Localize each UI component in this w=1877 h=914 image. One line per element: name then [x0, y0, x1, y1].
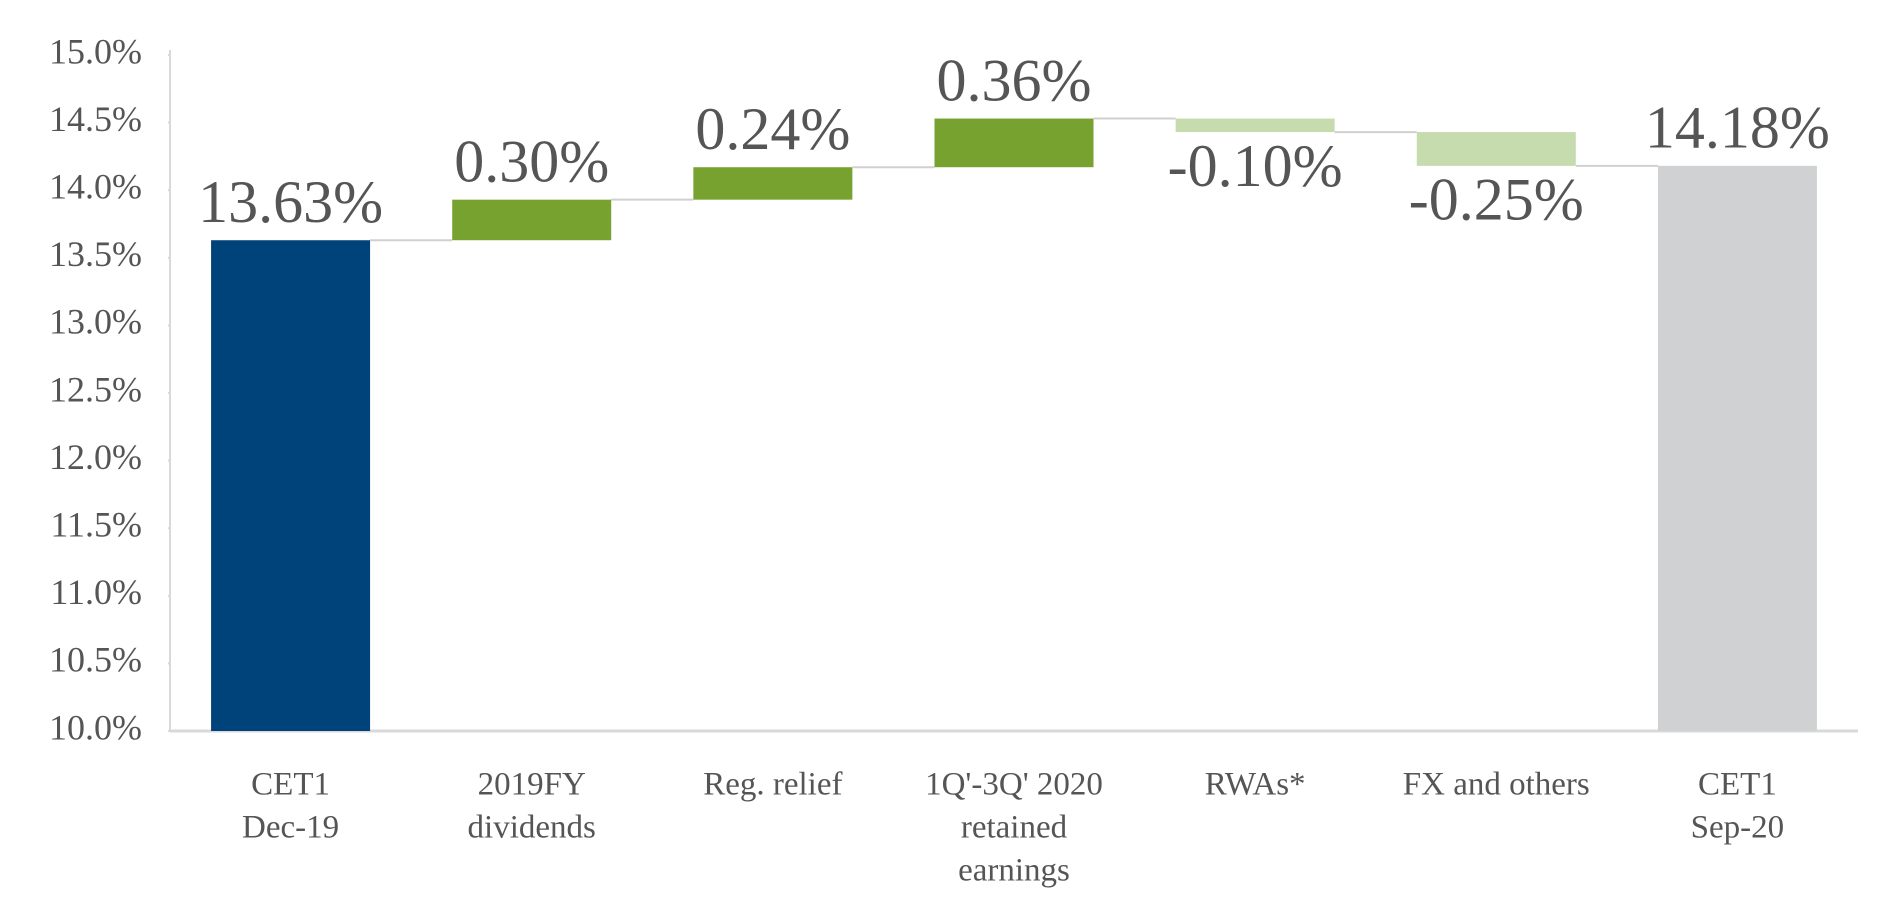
- y-tick-label: 13.5%: [49, 234, 142, 274]
- x-tick-label: 2019FY: [478, 767, 586, 803]
- bar: [1416, 132, 1576, 166]
- x-tick-label: earnings: [958, 853, 1070, 889]
- x-tick-label: dividends: [468, 810, 596, 846]
- bar: [1175, 118, 1335, 133]
- bar: [934, 118, 1094, 168]
- x-tick-label: RWAs*: [1205, 767, 1306, 803]
- bar: [211, 240, 371, 731]
- y-tick-label: 12.5%: [49, 369, 142, 409]
- x-tick-label: Reg. relief: [703, 767, 842, 803]
- y-tick-label: 14.5%: [49, 99, 142, 139]
- y-tick-label: 10.5%: [49, 640, 142, 680]
- x-tick-label: Sep-20: [1691, 810, 1785, 846]
- x-tick-label: 1Q'-3Q' 2020: [925, 767, 1103, 803]
- bar: [693, 167, 853, 200]
- y-tick-label: 13.0%: [49, 302, 142, 342]
- y-tick-label: 11.0%: [50, 572, 142, 612]
- y-tick-label: 10.0%: [49, 707, 142, 747]
- y-tick-label: 12.0%: [49, 437, 142, 477]
- data-label: 14.18%: [1645, 95, 1830, 161]
- data-label: 0.24%: [695, 96, 850, 162]
- y-tick-label: 11.5%: [50, 504, 142, 544]
- y-tick-label: 14.0%: [49, 166, 142, 206]
- data-label: 0.36%: [937, 47, 1092, 113]
- data-label: -0.25%: [1409, 167, 1584, 233]
- bar: [1657, 165, 1817, 731]
- x-tick-label: retained: [961, 810, 1068, 846]
- x-tick-label: CET1: [251, 767, 330, 803]
- data-label: -0.10%: [1168, 133, 1343, 199]
- x-tick-label: FX and others: [1403, 767, 1590, 803]
- bar: [452, 199, 612, 241]
- y-tick-label: 15.0%: [49, 31, 142, 71]
- x-tick-label: Dec-19: [242, 810, 339, 846]
- x-tick-label: CET1: [1698, 767, 1777, 803]
- data-label: 13.63%: [198, 169, 383, 235]
- data-label: 0.30%: [454, 128, 609, 194]
